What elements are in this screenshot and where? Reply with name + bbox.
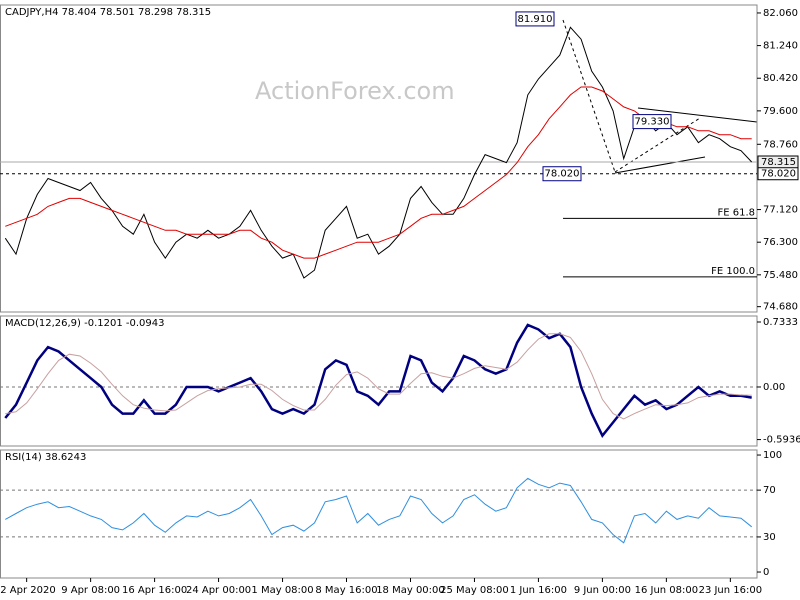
y-tick-label: 74.680	[763, 302, 798, 313]
y-tick-label: 30	[763, 532, 776, 543]
x-tick-label: 9 Jun 00:00	[574, 585, 631, 596]
x-tick-label: 24 Apr 00:00	[186, 585, 251, 596]
x-tick-label: 9 Apr 08:00	[61, 585, 120, 596]
x-tick-label: 8 May 16:00	[315, 585, 377, 596]
x-tick-label: 18 May 00:00	[376, 585, 445, 596]
y-tick-label: 75.480	[763, 270, 798, 281]
x-tick-label: 16 Apr 16:00	[122, 585, 187, 596]
fe-level-label: FE 61.8	[717, 207, 755, 218]
x-tick-label: 2 Apr 2020	[0, 585, 55, 596]
panel-title: MACD(12,26,9) -0.1201 -0.0943	[5, 318, 165, 329]
watermark: ActionForex.com	[255, 77, 455, 105]
dashed-trend	[614, 117, 701, 173]
y-tick-label: 0	[763, 567, 769, 578]
y-tick-label: 82.060	[763, 8, 798, 19]
series-line	[4, 323, 752, 439]
x-tick-label: 1 May 08:00	[251, 585, 313, 596]
y-tick-label: 79.600	[763, 106, 798, 117]
y-tick-label: -0.5936	[763, 435, 800, 446]
panel-title: RSI(14) 38.6243	[5, 452, 86, 463]
y-tick-label: 0.7333	[763, 317, 798, 328]
x-tick-label: 1 Jun 16:00	[510, 585, 567, 596]
x-tick-label: 16 Jun 08:00	[635, 585, 699, 596]
x-tick-label: 23 Jun 16:00	[699, 585, 763, 596]
series-line	[5, 86, 752, 259]
annotation-box	[542, 166, 582, 182]
triangle-lower	[614, 156, 706, 174]
triangle-upper	[637, 107, 758, 123]
price-label: 78.315	[761, 157, 796, 168]
dashed-trend	[562, 19, 616, 173]
y-tick-label: 0.00	[763, 382, 785, 393]
annotation-box	[515, 11, 555, 27]
triangle-pattern	[562, 19, 758, 174]
series-line	[4, 26, 753, 279]
annotation-label: 78.020	[545, 169, 580, 180]
y-tick-label: 77.120	[763, 205, 798, 216]
y-tick-label: 81.240	[763, 41, 798, 52]
annotation-label: 81.910	[518, 14, 553, 25]
panel-frame	[0, 4, 758, 313]
y-tick-label: 100	[763, 450, 782, 461]
y-tick-label: 76.300	[763, 237, 798, 248]
panel-frame	[0, 315, 758, 447]
series-line	[5, 333, 752, 420]
annotation-label: 79.330	[635, 117, 670, 128]
y-tick-label: 78.760	[763, 139, 798, 150]
series-line	[5, 477, 753, 544]
y-tick-label: 70	[763, 485, 776, 496]
y-tick-label: 80.420	[763, 73, 798, 84]
annotation-box	[632, 114, 672, 130]
x-tick-label: 25 May 08:00	[440, 585, 509, 596]
panel-title: CADJPY,H4 78.404 78.501 78.298 78.315	[5, 7, 211, 18]
price-label-box	[757, 167, 799, 181]
price-label: 78.020	[761, 169, 796, 180]
fe-level-label: FE 100.0	[711, 266, 755, 277]
panel-frame	[0, 449, 758, 579]
